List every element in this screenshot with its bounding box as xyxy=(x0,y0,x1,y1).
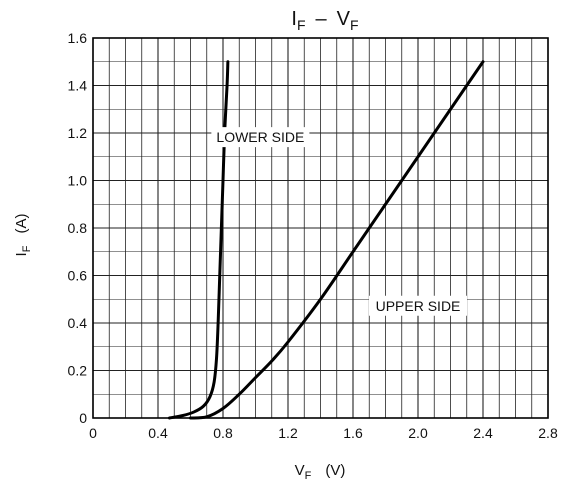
x-tick-label: 1.6 xyxy=(343,425,363,441)
y-tick-label: 1.4 xyxy=(68,78,88,94)
title-i: I xyxy=(291,8,297,30)
title-f2-subscript: F xyxy=(350,17,359,33)
annotation-background xyxy=(211,127,310,148)
chart-title: IF – VF xyxy=(291,8,358,33)
y-tick-label: 0.6 xyxy=(68,268,88,284)
y-tick-label: 1.0 xyxy=(68,173,88,189)
annotation-upper-side: UPPER SIDE xyxy=(369,295,467,316)
y-tick-label: 0 xyxy=(79,410,87,426)
x-tick-label: 0.8 xyxy=(213,425,233,441)
x-tick-label: 2.0 xyxy=(408,425,428,441)
svg-text:IF(A): IF (A) xyxy=(13,214,33,257)
annotation-background xyxy=(369,295,467,316)
x-tick-label: 0 xyxy=(89,425,97,441)
series-line-upper-side xyxy=(189,60,485,420)
x-tick-label: 1.2 xyxy=(278,425,298,441)
grid xyxy=(92,37,549,419)
title-f-subscript: F xyxy=(297,17,306,33)
annotation-label: UPPER SIDE xyxy=(376,298,461,314)
series-line-lower-side xyxy=(167,60,230,420)
y-tick-label: 1.2 xyxy=(68,125,88,141)
annotation-label: LOWER SIDE xyxy=(216,129,304,145)
annotations: LOWER SIDE UPPER SIDE xyxy=(211,127,467,316)
xlabel-unit: (V) xyxy=(325,462,345,479)
ylabel-f-subscript: F xyxy=(21,245,33,252)
y-axis-label: IF (A) xyxy=(13,214,33,257)
ylabel-unit: (A) xyxy=(13,214,30,234)
series-lines xyxy=(167,60,485,420)
annotation-lower-side: LOWER SIDE xyxy=(211,127,310,148)
x-tick-label: 0.4 xyxy=(148,425,168,441)
plot-frame xyxy=(92,37,549,419)
y-tick-label: 0.2 xyxy=(68,363,88,379)
x-tick-label: 2.4 xyxy=(473,425,493,441)
x-axis-label: VF (V) xyxy=(295,462,346,482)
title-v: V xyxy=(337,8,351,30)
y-tick-label: 0.4 xyxy=(68,315,88,331)
tick-labels: 0 0.4 0.8 1.2 1.6 2.0 2.4 2.8 0 0.2 0.4 0.6 0.8 1.0 1.… xyxy=(68,30,558,441)
y-tick-label: 0.8 xyxy=(68,220,88,236)
xlabel-f-subscript: F xyxy=(305,470,312,482)
x-tick-label: 2.8 xyxy=(538,425,558,441)
y-tick-label: 1.6 xyxy=(68,30,88,46)
title-dash: – xyxy=(316,8,328,30)
ylabel-i: I xyxy=(13,252,30,256)
xlabel-v: V xyxy=(295,462,305,479)
